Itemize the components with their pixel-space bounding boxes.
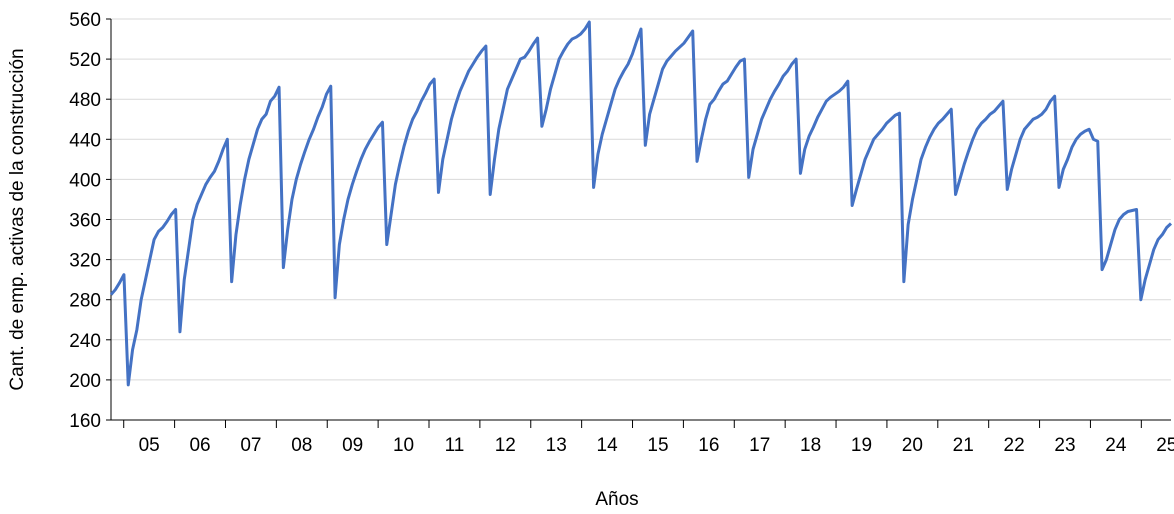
y-axis-ticks: 160 200 240 280 320 360 400 440 480 520 560 (69, 10, 101, 432)
y-tick-label: 520 (69, 50, 101, 71)
x-tick-label: 06 (189, 435, 210, 456)
y-tick-label: 440 (69, 130, 101, 151)
gridlines (111, 18, 1171, 381)
series-group (109, 20, 1173, 387)
x-tick-label: 08 (291, 435, 312, 456)
y-tick-label: 360 (69, 211, 101, 232)
y-tick-label: 400 (69, 170, 101, 191)
x-tick-label: 05 (139, 435, 160, 456)
x-tick-label: 10 (393, 435, 414, 456)
y-tick-label: 480 (69, 90, 101, 111)
x-tick-label: 21 (953, 435, 974, 456)
y-tick-label: 200 (69, 371, 101, 392)
x-tick-label: 11 (445, 435, 465, 456)
x-tick-label: 23 (1054, 435, 1075, 456)
x-axis-title: Años (595, 489, 638, 510)
x-tick-label: 25 (1156, 435, 1174, 456)
x-tick-label: 07 (240, 435, 261, 456)
series-line (109, 20, 1173, 387)
x-tick-label: 18 (800, 435, 821, 456)
x-axis-ticks: 05 06 07 08 09 10 11 12 13 14 15 16 17 18 19 20 21 22 23 24… (123, 420, 1174, 456)
y-tick-label: 560 (69, 10, 101, 31)
x-tick-label: 13 (546, 435, 567, 456)
x-tick-label: 17 (749, 435, 770, 456)
x-tick-label: 15 (647, 435, 668, 456)
x-tick-label: 12 (495, 435, 516, 456)
y-tick-label: 160 (69, 411, 101, 432)
x-tick-label: 22 (1004, 435, 1025, 456)
y-tick-label: 280 (69, 291, 101, 312)
x-tick-label: 19 (851, 435, 872, 456)
y-axis-title: Cant. de emp. activas de la construcción (7, 48, 28, 390)
y-tick-label: 240 (69, 331, 101, 352)
x-tick-label: 16 (698, 435, 719, 456)
x-tick-label: 09 (342, 435, 363, 456)
x-tick-label: 14 (597, 435, 619, 456)
plot-frame (106, 18, 1171, 421)
y-tick-label: 320 (69, 251, 101, 272)
x-tick-label: 24 (1105, 435, 1127, 456)
x-tick-label: 20 (902, 435, 923, 456)
